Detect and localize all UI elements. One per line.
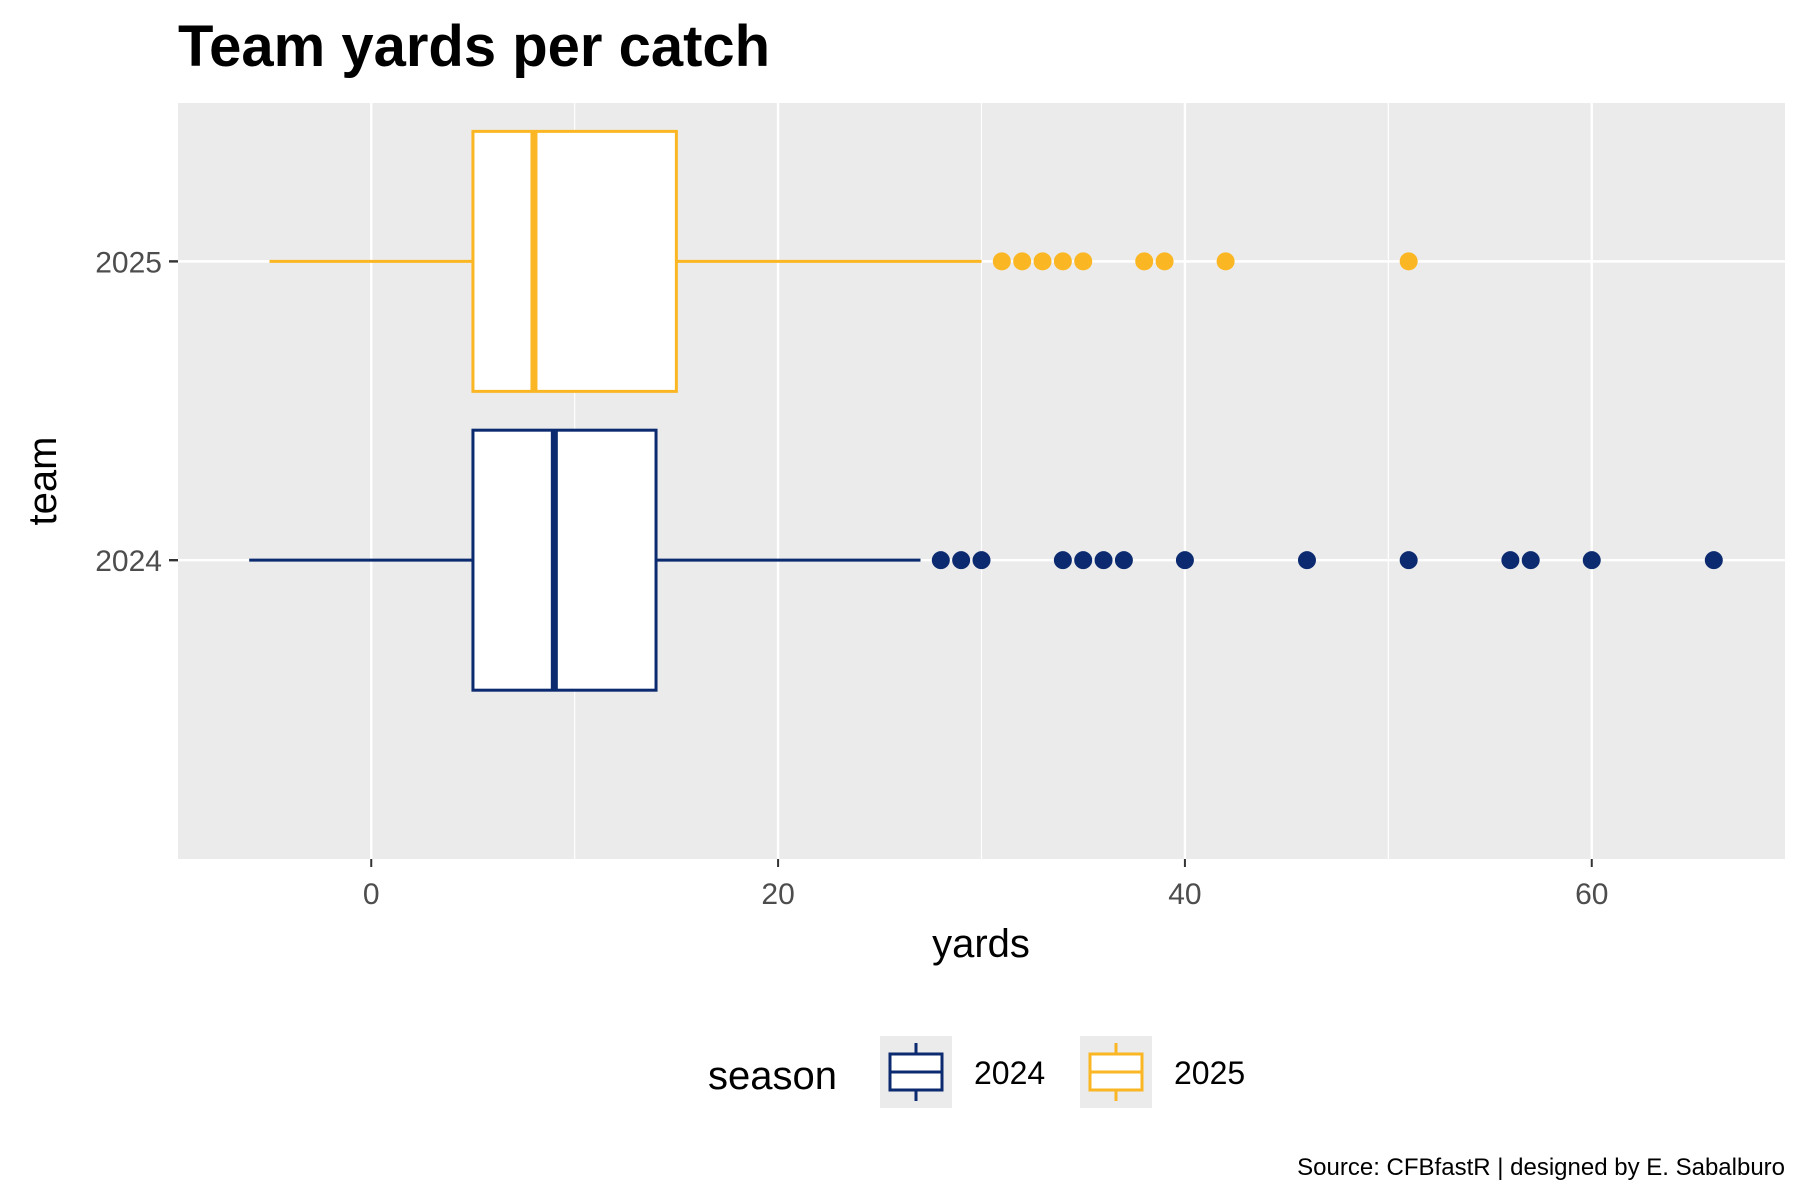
outlier-point [931,551,950,570]
outlier-point [1094,551,1113,570]
boxes [249,129,1723,692]
outlier-point [1013,252,1032,271]
y-axis-title: team [21,437,65,526]
legend-label: 2024 [974,1055,1045,1091]
chart-title: Team yards per catch [178,14,770,79]
box-2025 [269,129,1418,393]
x-axis-title: yards [932,922,1030,966]
x-tick-label: 60 [1575,878,1608,911]
caption: Source: CFBfastR | designed by E. Sabalb… [1297,1154,1785,1181]
box-2024 [249,428,1723,692]
outlier-point [1704,551,1723,570]
legend-label: 2025 [1174,1055,1245,1091]
x-tick-label: 40 [1168,878,1201,911]
outlier-point [1521,551,1540,570]
outlier-point [952,551,971,570]
box-iqr [471,428,658,692]
outlier-point [1114,551,1133,570]
outlier-point [1297,551,1316,570]
outlier-point [1216,252,1235,271]
y-axis-ticks: 2024 2025 [95,246,178,578]
outlier-point [1155,252,1174,271]
legend: season 2024 2025 [708,1036,1245,1108]
x-axis-ticks: 0 20 40 60 [363,859,1608,911]
y-tick-label: 2024 [95,545,162,578]
box-iqr [471,129,678,393]
legend-title: season [708,1054,837,1098]
x-tick-label: 20 [761,878,794,911]
outlier-point [1074,252,1093,271]
outlier-point [1582,551,1601,570]
outlier-point [992,252,1011,271]
y-tick-label: 2025 [95,246,162,279]
outlier-point [1399,252,1418,271]
legend-item-2025: 2025 [1080,1036,1245,1108]
outlier-point [1074,551,1093,570]
outlier-point [1053,252,1072,271]
x-tick-label: 0 [363,878,380,911]
outlier-point [972,551,991,570]
outlier-point [1501,551,1520,570]
outlier-point [1053,551,1072,570]
outlier-point [1399,551,1418,570]
outlier-point [1175,551,1194,570]
outlier-point [1135,252,1154,271]
legend-item-2024: 2024 [880,1036,1045,1108]
outlier-point [1033,252,1052,271]
